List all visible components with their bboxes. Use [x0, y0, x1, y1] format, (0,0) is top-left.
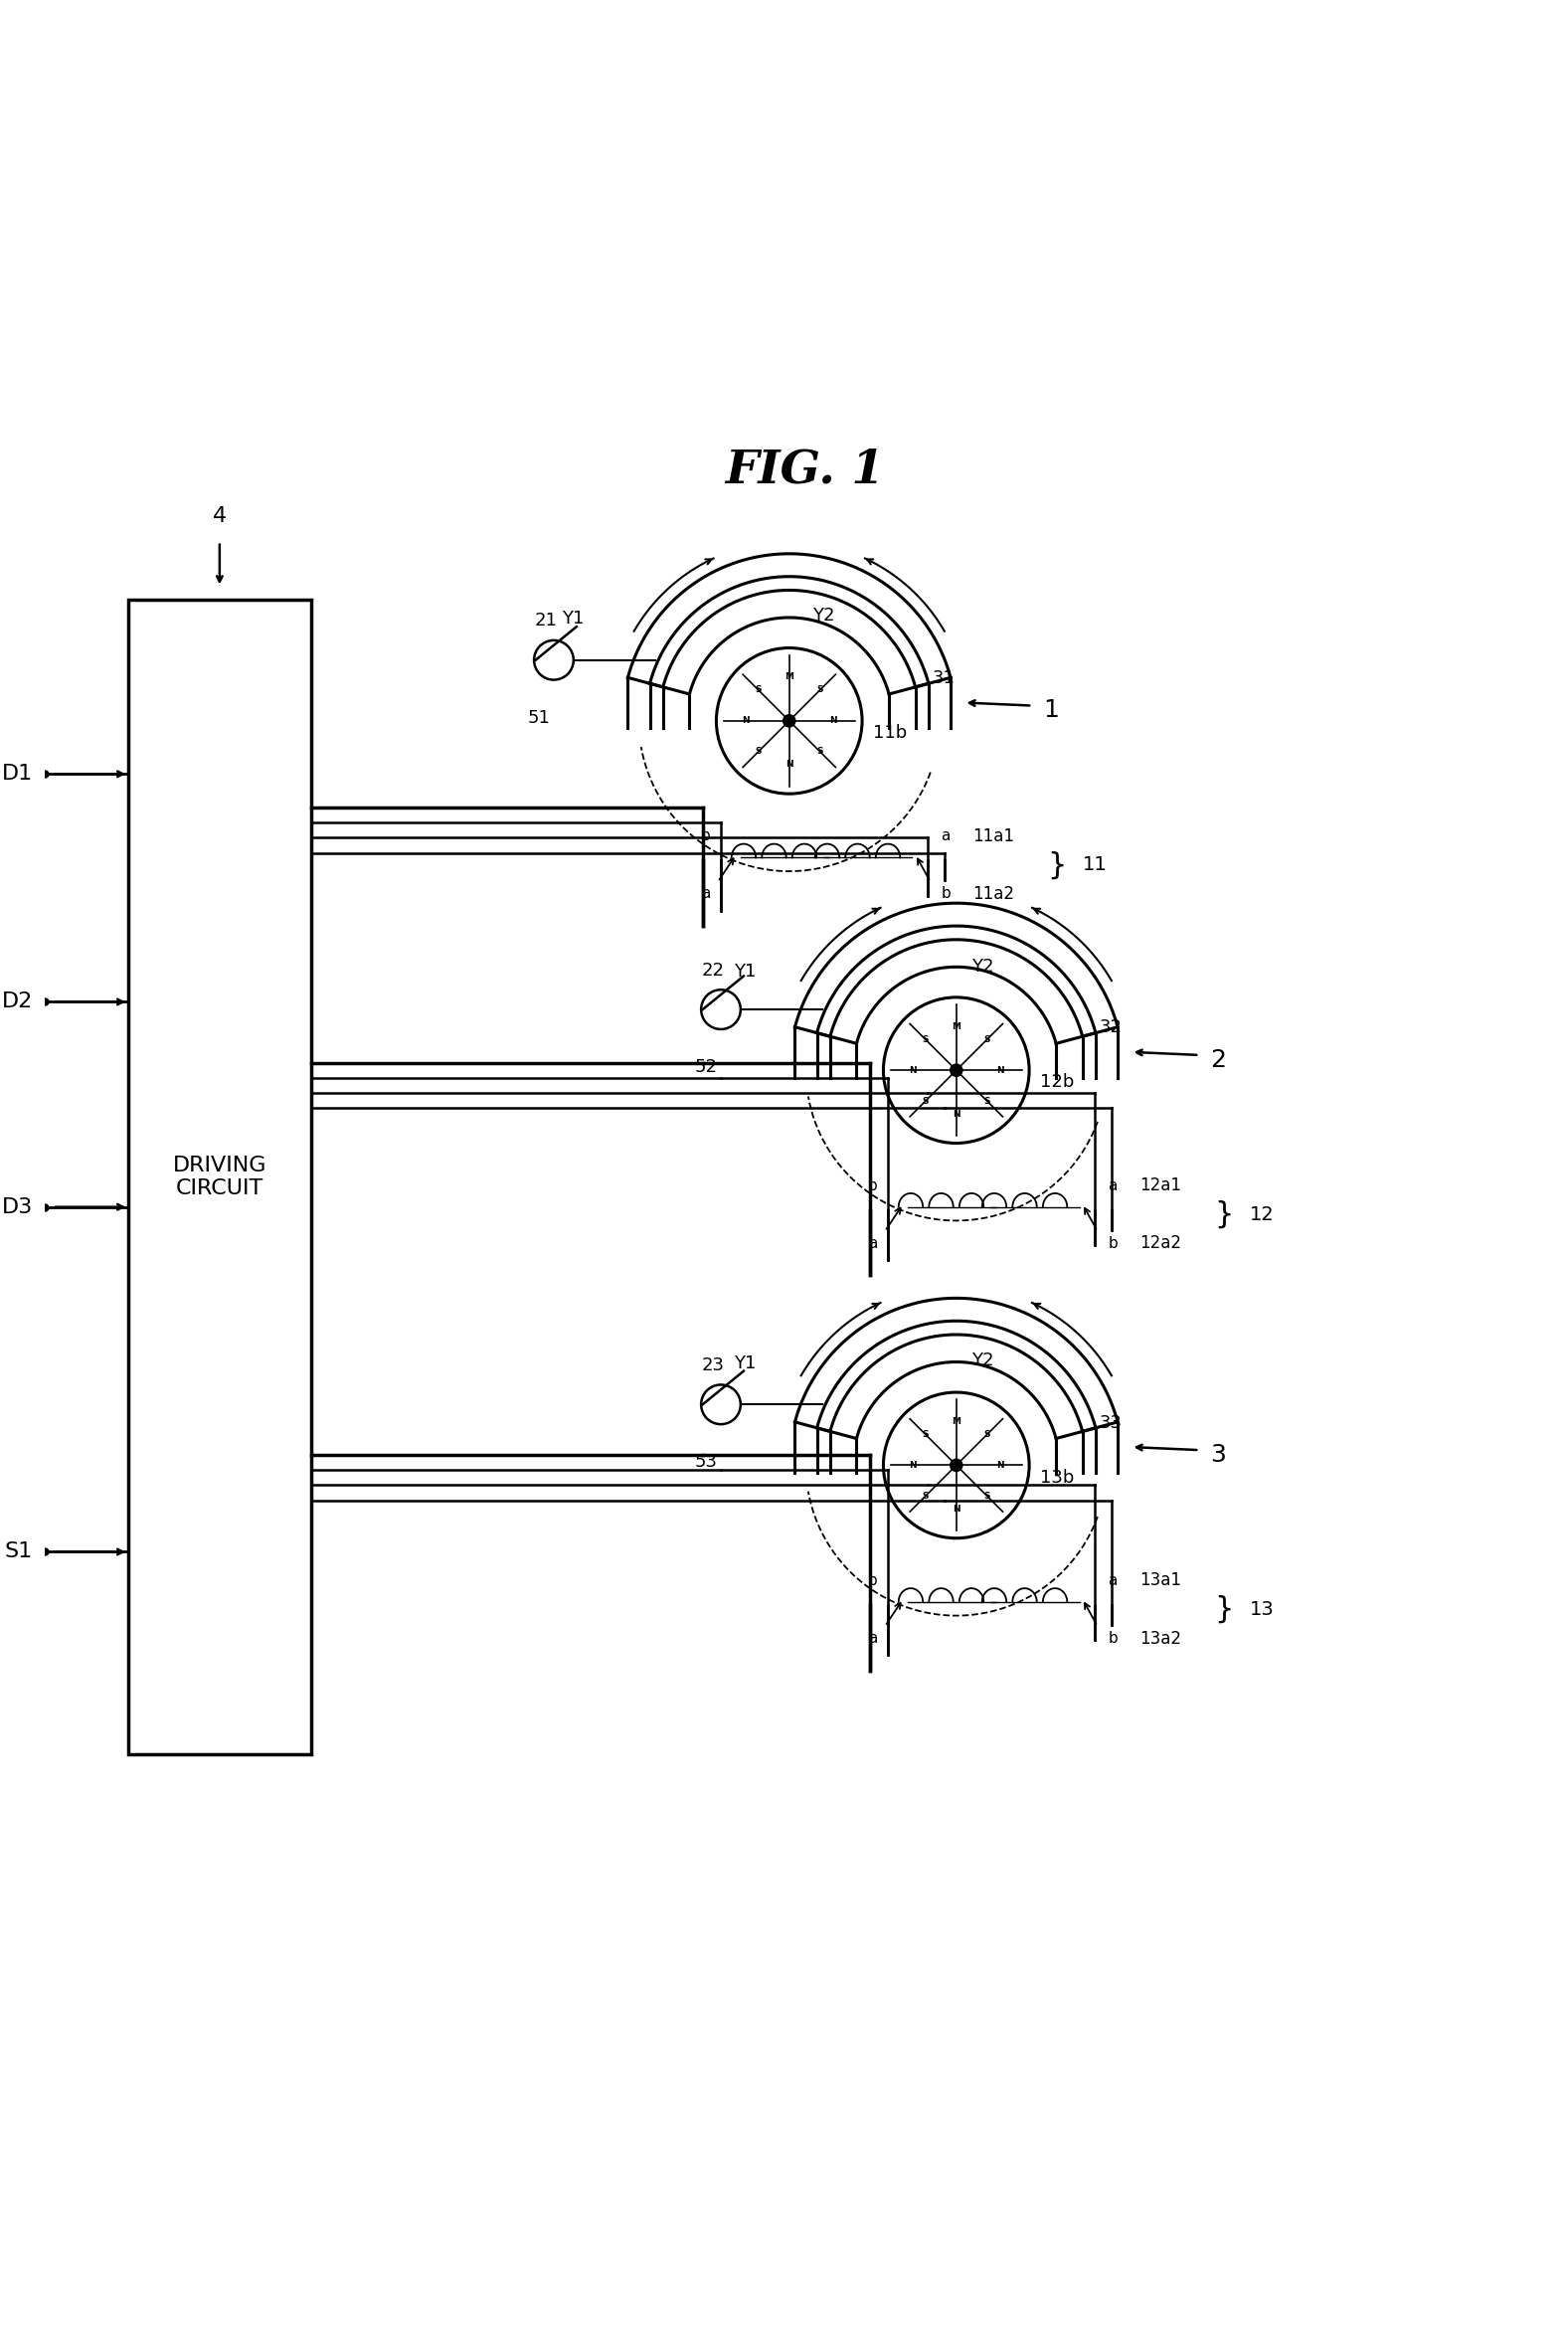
Text: b: b [701, 830, 710, 844]
Text: 13: 13 [1250, 1599, 1275, 1618]
Text: 11a1: 11a1 [974, 828, 1014, 846]
Text: D2: D2 [2, 991, 33, 1012]
Text: N: N [909, 1461, 916, 1471]
Text: 23: 23 [702, 1356, 724, 1375]
Text: 13b: 13b [1040, 1468, 1074, 1487]
Text: S: S [985, 1036, 991, 1043]
Text: N: N [996, 1461, 1004, 1471]
Text: N: N [909, 1066, 916, 1075]
Text: S: S [756, 685, 762, 694]
Text: }: } [1214, 1595, 1234, 1625]
Text: 22: 22 [702, 961, 724, 980]
Text: 1: 1 [1043, 699, 1058, 722]
Text: N: N [786, 760, 793, 769]
Text: b: b [869, 1573, 878, 1588]
Bar [129, 599, 310, 1754]
Text: }: } [1047, 851, 1066, 879]
Text: 12a2: 12a2 [1140, 1234, 1182, 1253]
Text: N: N [742, 715, 750, 725]
Text: Y1: Y1 [561, 610, 585, 629]
Text: S: S [985, 1097, 991, 1106]
Circle shape [782, 715, 795, 727]
Text: a: a [1109, 1573, 1118, 1588]
Text: 32: 32 [1099, 1019, 1123, 1036]
Text: 21: 21 [535, 613, 558, 629]
Text: 11b: 11b [873, 725, 906, 741]
Text: b: b [941, 886, 950, 902]
Text: N: N [952, 1111, 960, 1118]
Text: D1: D1 [2, 765, 33, 783]
Text: S: S [756, 748, 762, 755]
Circle shape [883, 998, 1029, 1143]
Text: M: M [952, 1417, 961, 1426]
Text: S: S [817, 685, 823, 694]
Text: FIG. 1: FIG. 1 [724, 447, 884, 493]
Text: S: S [922, 1036, 928, 1043]
Text: 53: 53 [695, 1454, 717, 1471]
Text: a: a [869, 1632, 878, 1646]
Text: a: a [869, 1237, 878, 1251]
Text: D3: D3 [2, 1197, 33, 1216]
Circle shape [717, 648, 862, 795]
Text: 52: 52 [695, 1059, 717, 1075]
Text: 2: 2 [1210, 1047, 1226, 1071]
Text: b: b [1109, 1632, 1118, 1646]
Text: S: S [817, 748, 823, 755]
Text: M: M [952, 1022, 961, 1031]
Text: DRIVING
CIRCUIT: DRIVING CIRCUIT [172, 1155, 267, 1197]
Text: 4: 4 [213, 507, 227, 526]
Text: M: M [784, 673, 793, 683]
Text: 3: 3 [1210, 1443, 1226, 1466]
Text: N: N [829, 715, 837, 725]
Text: 13a1: 13a1 [1140, 1571, 1182, 1590]
Text: S: S [985, 1492, 991, 1501]
Text: Y2: Y2 [972, 1351, 994, 1370]
Text: b: b [1109, 1237, 1118, 1251]
Text: b: b [869, 1178, 878, 1192]
Text: a: a [701, 886, 710, 902]
Text: Y2: Y2 [812, 608, 834, 624]
Text: Y1: Y1 [734, 1354, 756, 1372]
Text: a: a [941, 830, 950, 844]
Text: 33: 33 [1099, 1414, 1123, 1431]
Text: Y1: Y1 [734, 963, 756, 980]
Text: 31: 31 [931, 669, 955, 687]
Circle shape [883, 1393, 1029, 1538]
Text: }: } [1214, 1199, 1234, 1230]
Text: 12a1: 12a1 [1140, 1176, 1182, 1195]
Circle shape [950, 1459, 963, 1471]
Text: N: N [952, 1506, 960, 1513]
Text: N: N [996, 1066, 1004, 1075]
Text: 11a2: 11a2 [974, 886, 1014, 902]
Text: 13a2: 13a2 [1140, 1630, 1182, 1648]
Text: S: S [985, 1431, 991, 1438]
Text: 12: 12 [1250, 1204, 1275, 1225]
Text: 11: 11 [1082, 856, 1107, 874]
Circle shape [950, 1064, 963, 1075]
Text: 12b: 12b [1040, 1073, 1074, 1092]
Text: S: S [922, 1431, 928, 1438]
Text: 51: 51 [527, 708, 550, 727]
Text: a: a [1109, 1178, 1118, 1192]
Text: S: S [922, 1492, 928, 1501]
Text: S: S [922, 1097, 928, 1106]
Text: S1: S1 [5, 1541, 33, 1562]
Text: Y2: Y2 [972, 959, 994, 975]
